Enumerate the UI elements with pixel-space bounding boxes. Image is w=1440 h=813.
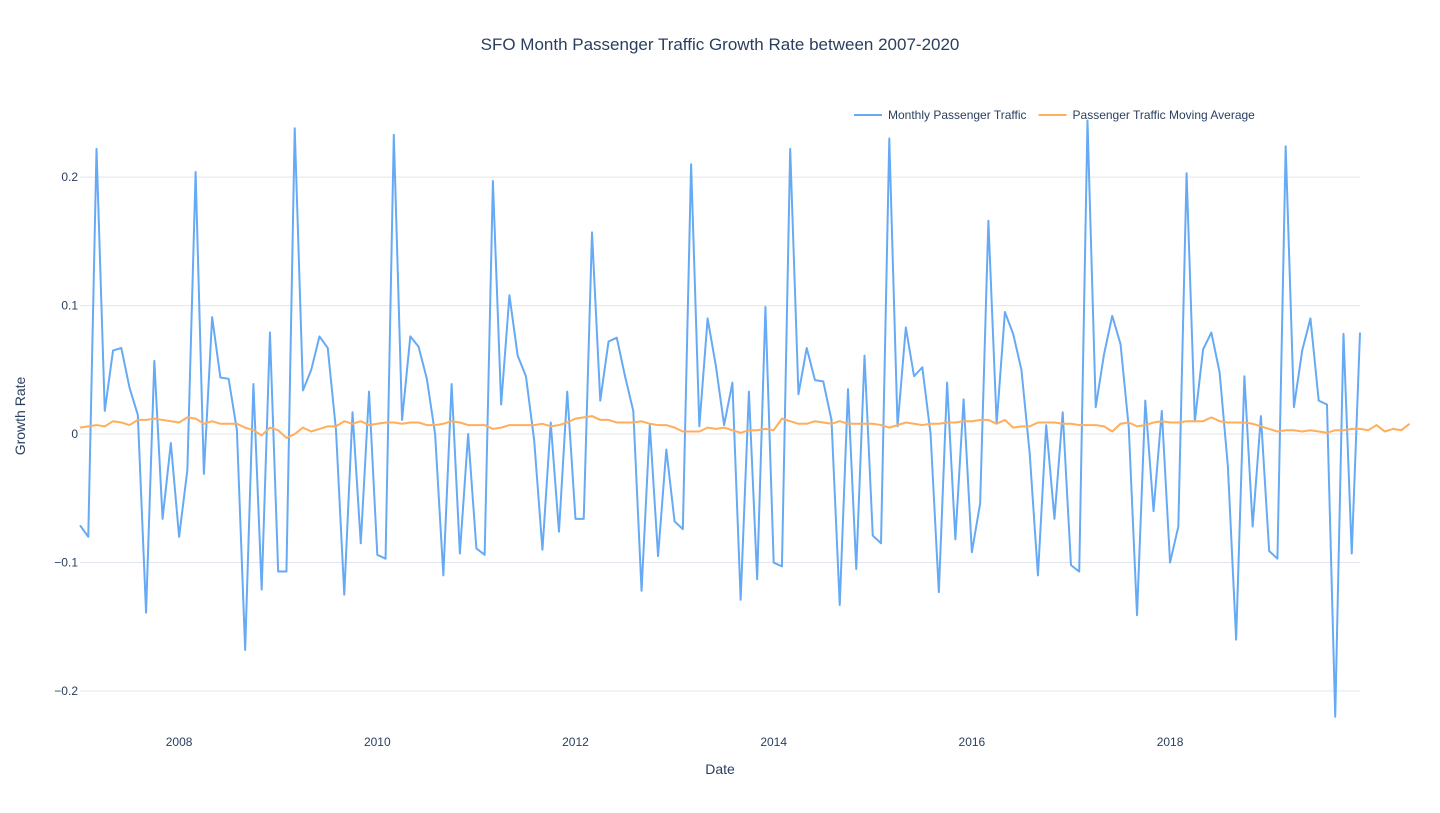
x-tick-label: 2012 xyxy=(562,735,589,749)
series-line-moving-average xyxy=(79,415,1411,439)
plot-area xyxy=(79,119,1411,718)
x-tick-label: 2014 xyxy=(760,735,787,749)
y-axis-title: Growth Rate xyxy=(12,376,28,455)
x-tick-label: 2018 xyxy=(1157,735,1184,749)
y-tick-label: 0.1 xyxy=(61,299,78,313)
y-axis-ticks: 0.2 0.1 0 −0.1 −0.2 xyxy=(54,170,78,698)
x-axis-ticks: 2008 2010 2012 2014 2016 2018 xyxy=(166,735,1184,749)
legend-item[interactable]: Monthly Passenger Traffic xyxy=(854,108,1027,122)
legend-label: Passenger Traffic Moving Average xyxy=(1073,108,1256,122)
y-tick-label: 0 xyxy=(71,427,78,441)
y-tick-label: 0.2 xyxy=(61,170,78,184)
legend[interactable]: Monthly Passenger Traffic Passenger Traff… xyxy=(854,108,1255,122)
chart-title: SFO Month Passenger Traffic Growth Rate … xyxy=(481,35,960,54)
x-tick-label: 2010 xyxy=(364,735,391,749)
legend-label: Monthly Passenger Traffic xyxy=(888,108,1027,122)
gridlines xyxy=(80,176,1360,692)
y-tick-label: −0.1 xyxy=(54,556,78,570)
x-tick-label: 2008 xyxy=(166,735,193,749)
legend-item[interactable]: Passenger Traffic Moving Average xyxy=(1038,108,1256,122)
x-axis-title: Date xyxy=(705,761,735,777)
series-line-monthly-passenger-traffic xyxy=(79,119,1361,718)
y-tick-label: −0.2 xyxy=(54,684,78,698)
x-tick-label: 2016 xyxy=(959,735,986,749)
